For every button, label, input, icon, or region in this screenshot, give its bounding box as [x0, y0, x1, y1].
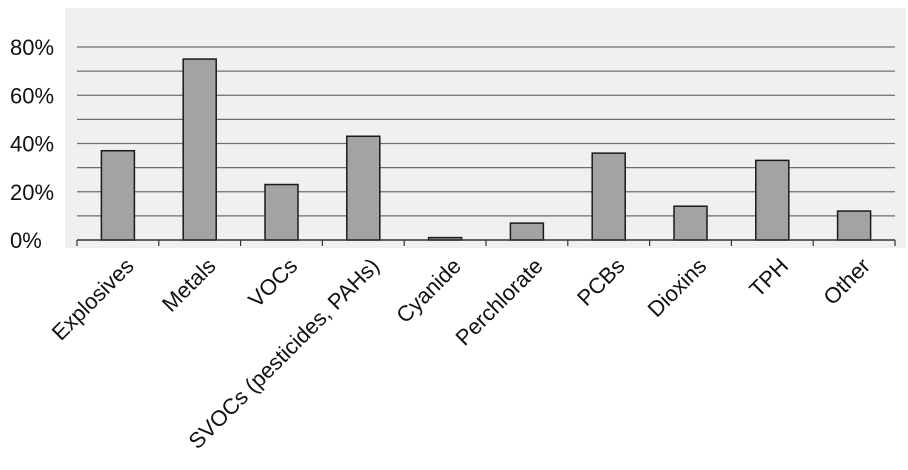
x-category-label: Perchlorate — [451, 253, 548, 350]
bar — [264, 183, 299, 241]
x-category-label: Cyanide — [391, 253, 466, 328]
y-tick-label: 20% — [10, 180, 54, 205]
y-tick-label: 60% — [10, 83, 54, 108]
x-category-label: VOCs — [243, 253, 302, 312]
y-tick-label: 0% — [10, 228, 42, 253]
bar — [509, 222, 545, 241]
bar — [755, 159, 790, 241]
bar — [346, 135, 381, 241]
y-tick-label: 40% — [10, 132, 54, 157]
x-category-label: Explosives — [47, 253, 139, 345]
y-tick-label: 80% — [10, 35, 54, 60]
bar — [182, 58, 217, 241]
bar — [836, 210, 872, 241]
x-category-label: TPH — [744, 253, 793, 302]
bar — [673, 205, 708, 241]
x-category-label: Dioxins — [643, 253, 712, 322]
bar — [100, 149, 136, 241]
x-axis-ticks — [76, 240, 896, 246]
bars — [100, 58, 872, 241]
bar — [591, 152, 626, 241]
x-category-label: PCBs — [572, 253, 629, 310]
x-category-label: Metals — [157, 253, 220, 316]
x-category-label: Other — [818, 253, 875, 310]
y-axis-tick-labels: 0% 20% 40% 60% 80% — [10, 35, 54, 253]
